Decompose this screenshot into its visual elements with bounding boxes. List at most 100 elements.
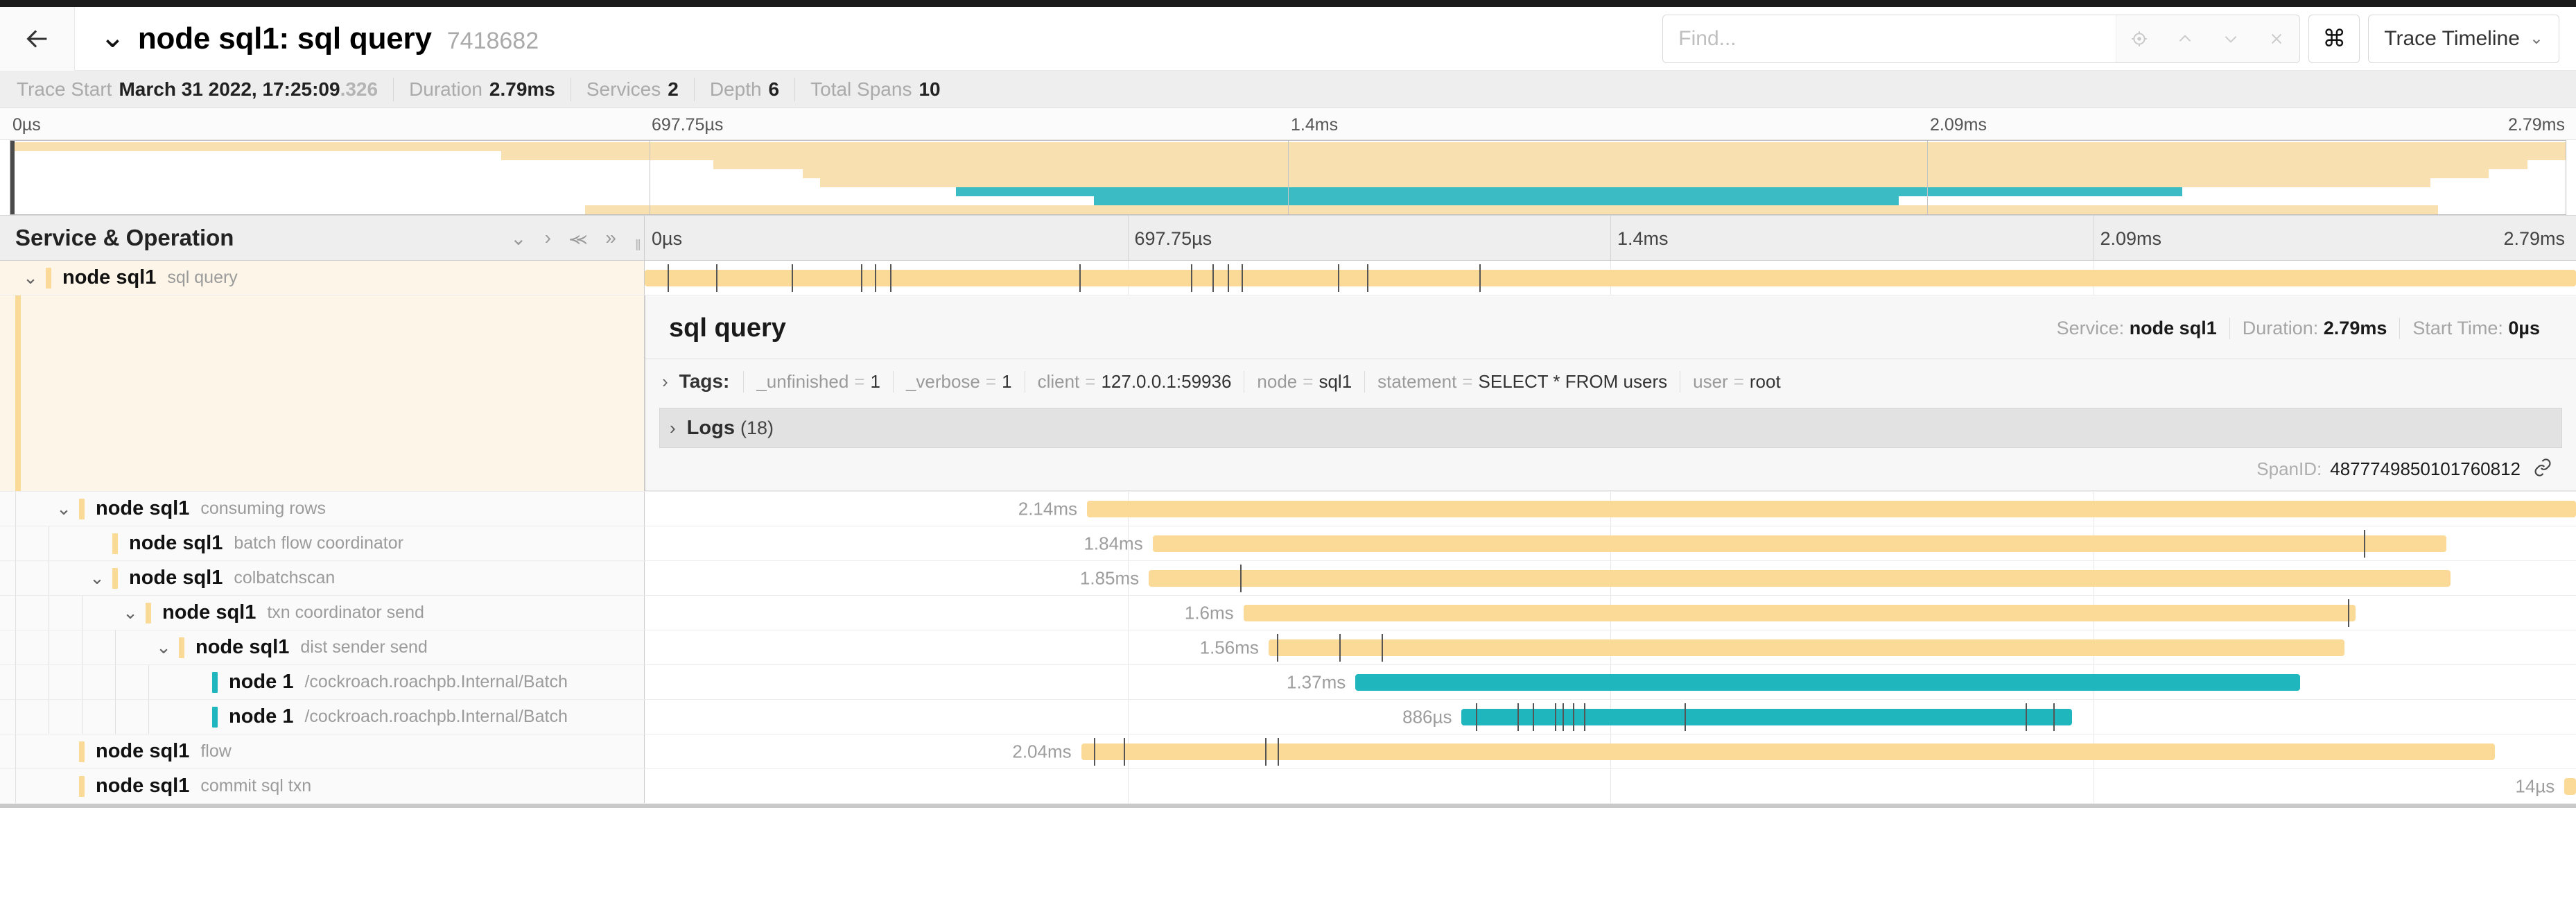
span-row-label[interactable]: node 1/cockroach.roachpb.Internal/Batch [0,665,645,699]
chevron-down-icon[interactable]: ⌄ [123,602,138,623]
chevron-right-icon[interactable]: › [662,370,668,392]
bottom-scrollbar[interactable] [0,804,2576,808]
minimap-span-bar [820,178,2430,187]
chevron-up-icon[interactable] [2162,15,2208,62]
span-log-marker [1339,633,1341,662]
trace-meta-item: Depth 6 [693,77,794,101]
timeline-tick: 697.75µs [1134,228,1212,249]
span-log-marker [1093,737,1095,766]
span-row[interactable]: node 1/cockroach.roachpb.Internal/Batch 8… [0,700,2576,734]
minimap-viewport[interactable] [10,140,2566,215]
chevron-right-icon[interactable]: › [670,417,676,438]
span-duration-bar[interactable] [1461,708,2072,725]
span-duration-bar[interactable] [1355,673,2300,691]
chevron-down-icon[interactable]: ⌄ [23,267,38,288]
collapse-one-icon[interactable]: ⌄ [510,227,527,249]
column-resize-grip[interactable]: ‖ [634,237,641,254]
span-row[interactable]: ⌄ node sql1 consuming rows 2.14ms [0,492,2576,526]
span-row-timeline[interactable]: 2.14ms [645,492,2576,526]
span-row[interactable]: node sql1 flow 2.04ms [0,734,2576,769]
span-duration-label: 1.85ms [1079,567,1140,588]
tag-value: sql1 [1319,370,1352,392]
tree-indent-guide [148,665,149,699]
span-rows: ⌄ node sql1 sql query sql query Service: nod… [0,261,2576,808]
chevron-down-icon[interactable]: ⌄ [100,19,125,54]
span-duration-label: 14µs [2515,775,2555,796]
trace-meta-item: Duration 2.79ms [393,77,571,101]
span-duration-bar[interactable] [1152,535,2447,552]
trace-meta-value: 2 [668,78,679,100]
span-row-label[interactable]: ⌄ node sql1 colbatchscan [0,561,645,595]
detail-meta-item: Duration: 2.79ms [2229,318,2400,339]
span-duration-bar[interactable] [1081,743,2495,760]
span-row[interactable]: ⌄ node sql1 colbatchscan 1.85ms [0,561,2576,596]
view-mode-label: Trace Timeline [2384,26,2520,50]
collapse-all-icon[interactable]: ⪻ [568,226,588,248]
expand-one-icon[interactable]: › [544,227,551,248]
logs-accordion[interactable]: › Logs (18) [659,408,2562,448]
span-duration-bar[interactable] [1243,604,2356,621]
timeline-gridline [1127,630,1129,664]
span-duration-bar[interactable] [1086,500,2576,517]
span-row-timeline[interactable]: 1.84ms [645,526,2576,560]
span-row[interactable]: ⌄ node sql1 dist sender send 1.56ms [0,630,2576,665]
column-title: Service & Operation [15,225,234,250]
span-duration-label: 2.14ms [1018,498,1077,519]
service-color-swatch [79,775,85,797]
span-log-marker [1583,703,1585,731]
trace-title-group: ⌄ node sql1: sql query 7418682 [75,22,1662,56]
link-icon[interactable] [2533,458,2552,481]
service-color-swatch [112,567,118,589]
close-icon[interactable] [2254,15,2299,62]
keyboard-shortcuts-button[interactable]: ⌘ [2308,14,2360,63]
span-row-label[interactable]: node sql1 commit sql txn [0,769,645,803]
span-row-label[interactable]: node sql1 batch flow coordinator [0,526,645,560]
minimap-drag-handle[interactable] [10,141,15,214]
tag-key: _unfinished [756,370,849,392]
span-row-timeline[interactable] [645,261,2576,295]
chevron-down-icon[interactable]: ⌄ [156,637,171,657]
span-row-timeline[interactable]: 1.56ms [645,630,2576,664]
span-duration-bar[interactable] [645,269,2576,286]
timeline-scale-header[interactable]: 0µs 697.75µs 1.4ms 2.09ms 2.79ms [645,216,2576,260]
span-row-timeline[interactable]: 14µs [645,769,2576,803]
search-input[interactable] [1663,15,2116,62]
span-duration-bar[interactable] [1149,569,2451,587]
expand-all-icon[interactable]: » [605,227,616,248]
span-row-label[interactable]: ⌄ node sql1 dist sender send [0,630,645,664]
span-row[interactable]: ⌄ node sql1 txn coordinator send 1.6ms [0,596,2576,630]
detail-header: sql query Service: node sql1 Duration: 2.7… [645,295,2576,359]
tree-indent-guide [115,665,116,699]
span-row-timeline[interactable]: 1.37ms [645,665,2576,699]
span-row-label[interactable]: node sql1 flow [0,734,645,768]
view-mode-select[interactable]: Trace Timeline ⌄ [2368,14,2559,63]
span-row-label[interactable]: ⌄ node sql1 consuming rows [0,492,645,526]
span-row-timeline[interactable]: 2.04ms [645,734,2576,768]
tags-row[interactable]: › Tags: _unfinished = 1 _verbose = 1 client = 127.… [645,359,2576,404]
span-row-timeline[interactable]: 1.85ms [645,561,2576,595]
span-service-name: node sql1 [96,740,190,762]
trace-meta-label: Services [586,78,661,100]
trace-meta-item: Trace Start March 31 2022, 17:25:09.326 [12,78,393,101]
span-row[interactable]: node sql1 commit sql txn 14µs [0,769,2576,804]
span-log-marker [1366,264,1368,292]
back-button[interactable] [0,6,75,71]
span-row[interactable]: node sql1 batch flow coordinator 1.84ms [0,526,2576,561]
span-log-marker [1517,703,1519,731]
span-row-label[interactable]: ⌄ node sql1 txn coordinator send [0,596,645,630]
span-duration-bar[interactable] [1268,639,2344,656]
span-row-label[interactable]: node 1/cockroach.roachpb.Internal/Batch [0,700,645,734]
chevron-down-icon[interactable]: ⌄ [56,498,71,519]
timeline-gridline [1127,700,1129,734]
span-row[interactable]: ⌄ node sql1 sql query [0,261,2576,295]
trace-meta-label: Trace Start [17,78,112,100]
span-row-label[interactable]: ⌄ node sql1 sql query [0,261,645,295]
span-duration-bar[interactable] [2564,777,2576,795]
span-row-timeline[interactable]: 1.6ms [645,596,2576,630]
chevron-down-icon[interactable]: ⌄ [89,567,105,588]
chevron-down-icon[interactable] [2208,15,2254,62]
span-row[interactable]: node 1/cockroach.roachpb.Internal/Batch 1… [0,665,2576,700]
crosshair-icon[interactable] [2116,15,2162,62]
minimap-span-bar [802,169,2489,178]
span-row-timeline[interactable]: 886µs [645,700,2576,734]
